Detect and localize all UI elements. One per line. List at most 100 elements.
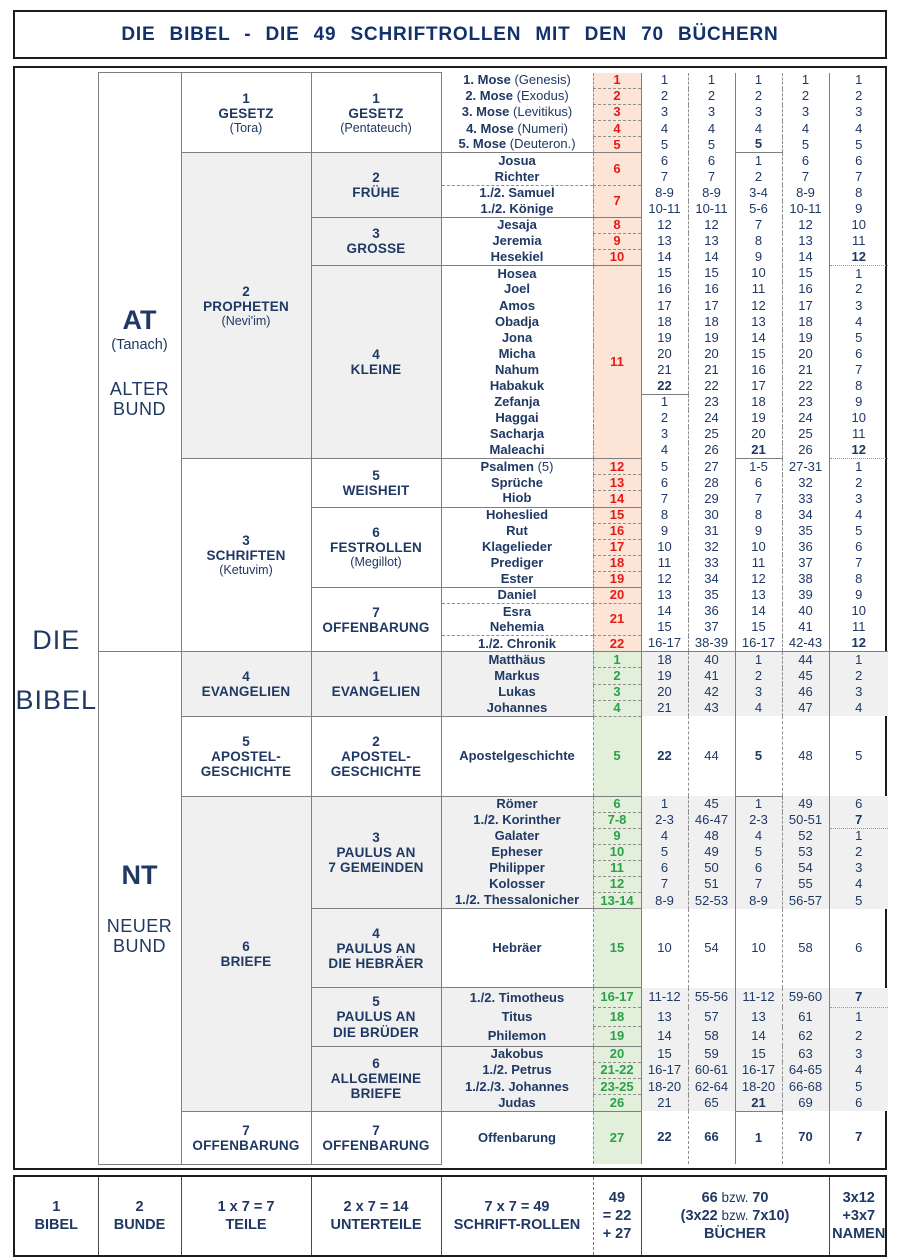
count-cell: 59	[687, 1046, 735, 1063]
count-cell: 21	[734, 442, 782, 460]
bible-table: DIE BIBEL AT (Tanach) ALTER BUND 1 GESETZ (Tora)…	[15, 71, 888, 1165]
count-cell: 34	[781, 507, 829, 524]
count-cell: 6	[640, 153, 688, 170]
count-cell: 45	[687, 796, 735, 813]
count-cell: 6	[828, 796, 888, 813]
count-cell: 46	[781, 684, 829, 701]
count-cell: 2-3	[734, 812, 782, 829]
book-cell: 1. Mose (Genesis)	[440, 72, 593, 89]
count-cell: 3	[828, 1046, 888, 1063]
count-cell: 3	[828, 105, 888, 121]
summary-namen: 3x12 +3x7 NAMEN	[828, 1176, 888, 1255]
book-row: Richter 7 7 2 7 7	[15, 169, 888, 186]
main-table-box: DIE BIBEL AT (Tanach) ALTER BUND 1 GESETZ (Tora)…	[13, 66, 888, 1170]
count-cell: 18	[734, 394, 782, 411]
book-cell: Sacharja	[440, 427, 593, 443]
count-cell: 5	[734, 716, 782, 797]
count-cell: 8-9	[640, 893, 688, 909]
book-row: Habakuk 22 22 17 22 8	[15, 378, 888, 395]
count-cell: 3-4	[734, 185, 782, 202]
book-cell: 1./2. Petrus	[440, 1062, 593, 1079]
count-cell: 55	[781, 877, 829, 893]
book-row: Epheser 10 5 49 5 53 2	[15, 844, 888, 862]
count-cell: 4	[828, 507, 888, 524]
book-cell: Haggai	[440, 410, 593, 427]
count-cell: 4	[828, 700, 888, 717]
scroll-number-cell: 17	[592, 539, 641, 556]
count-cell: 9	[828, 587, 888, 604]
count-cell: 4	[828, 121, 888, 137]
count-cell: 16-17	[734, 1062, 782, 1079]
book-cell: Rut	[440, 523, 593, 540]
book-row: 7 OFFENBARUNG 7 OFFENBARUNG Offenbarung 27 22 6…	[15, 1110, 888, 1165]
count-cell: 10	[828, 604, 888, 620]
count-cell: 21	[734, 1095, 782, 1112]
count-cell: 20	[734, 427, 782, 443]
book-row: Haggai 2 24 19 24 10	[15, 410, 888, 427]
part-cell: 5 APOSTEL- GESCHICHTE	[180, 715, 312, 797]
scroll-number-cell: 20	[592, 1046, 641, 1063]
book-row: 1./2. Petrus 21-22 16-17 60-61 16-17 64-65 4	[15, 1062, 888, 1080]
count-cell: 34	[687, 571, 735, 588]
count-cell: 11	[828, 233, 888, 250]
count-cell: 16-17	[734, 636, 782, 653]
book-row: Amos 17 17 12 17 3	[15, 298, 888, 314]
scroll-number-cell: 6	[592, 152, 641, 186]
count-cell: 7	[828, 1111, 888, 1165]
count-cell: 54	[687, 908, 735, 988]
count-cell: 62-64	[687, 1078, 735, 1095]
count-cell: 15	[781, 266, 829, 282]
count-cell: 11	[828, 620, 888, 636]
scroll-number-cell: 10	[592, 844, 641, 862]
book-cell: Hesekiel	[440, 249, 593, 267]
subpart-cell: 3 PAULUS AN 7 GEMEINDEN	[310, 795, 442, 910]
count-cell: 12	[734, 571, 782, 588]
count-cell: 10	[734, 539, 782, 556]
book-cell: Esra	[440, 603, 593, 620]
count-cell: 22	[687, 378, 735, 395]
book-cell: Johannes	[440, 700, 593, 717]
count-cell: 5	[640, 845, 688, 861]
book-cell: Richter	[440, 169, 593, 186]
count-cell: 14	[781, 250, 829, 266]
count-cell: 30	[687, 507, 735, 524]
book-row: 5. Mose (Deuteron.) 5 5 5 5 5 5	[15, 137, 888, 154]
count-cell: 6	[640, 861, 688, 877]
count-cell: 32	[781, 475, 829, 491]
subpart-cell: 4 KLEINE	[310, 265, 442, 460]
subpart-cell: 7 OFFENBARUNG	[310, 586, 442, 653]
part-cell: 2 PROPHETEN (Nevi'im)	[180, 152, 312, 460]
count-cell: 1	[640, 72, 688, 89]
book-cell: Obadja	[440, 314, 593, 330]
count-cell: 7	[828, 362, 888, 379]
part-cell: 6 BRIEFE	[180, 795, 312, 1112]
book-cell: 1./2. Thessalonicher	[440, 893, 593, 910]
summary-buecher: 66 bzw. 70 (3x22 bzw. 7x10) BÜCHER	[640, 1176, 829, 1255]
book-cell: Offenbarung	[440, 1111, 593, 1165]
count-cell: 24	[687, 410, 735, 427]
count-cell: 6	[828, 1094, 888, 1112]
subpart-cell: 5 PAULUS AN DIE BRÜDER	[310, 987, 442, 1047]
count-cell: 5	[828, 893, 888, 909]
scroll-number-cell: 4	[592, 121, 641, 138]
count-cell: 69	[781, 1094, 829, 1112]
count-cell: 2	[828, 668, 888, 685]
subpart-cell: 1 GESETZ (Pentateuch)	[310, 71, 442, 154]
book-row: 3. Mose (Levitikus) 3 3 3 3 3 3	[15, 105, 888, 122]
count-cell: 16-17	[640, 636, 688, 653]
testament-cell: NT NEUER BUND	[97, 651, 182, 1165]
book-row: 1./2. Korinther 7-8 2-3 46-47 2-3 50-51 7	[15, 812, 888, 829]
count-cell: 17	[687, 298, 735, 314]
book-row: 4. Mose (Numeri) 4 4 4 4 4 4	[15, 121, 888, 138]
count-cell: 7	[687, 169, 735, 186]
count-cell: 33	[687, 555, 735, 572]
count-cell: 23	[781, 394, 829, 411]
count-cell: 3	[828, 491, 888, 508]
book-row: DIE BIBEL AT (Tanach) ALTER BUND 1 GESETZ (Tora)…	[15, 71, 888, 715]
book-row: Philipper 11 6 50 6 54 3	[15, 861, 888, 878]
count-cell: 1	[640, 796, 688, 813]
count-cell: 3	[734, 105, 782, 121]
scroll-number-cell: 13-14	[592, 893, 641, 910]
count-cell: 14	[640, 604, 688, 620]
count-cell: 1	[828, 265, 888, 282]
